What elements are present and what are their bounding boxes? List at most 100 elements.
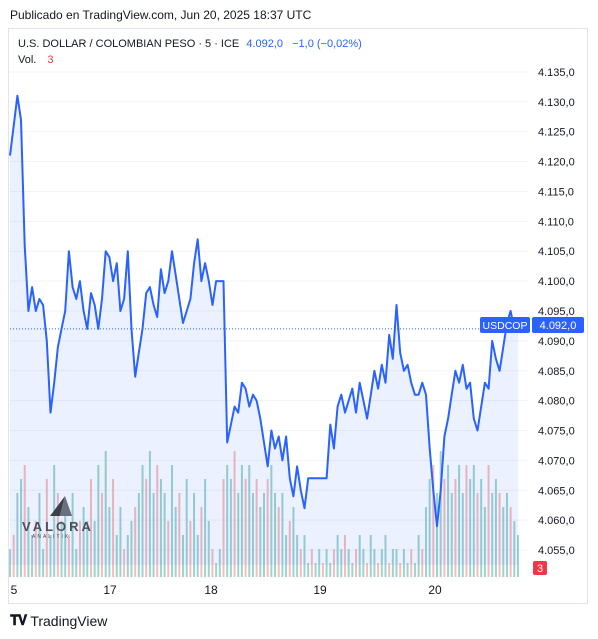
volume-bar xyxy=(450,493,453,577)
x-axis-labels: 5 17 18 19 20 xyxy=(11,583,442,597)
volume-bar xyxy=(318,549,321,577)
volume-bar xyxy=(314,563,317,577)
volume-bar xyxy=(104,451,107,577)
volume-bar xyxy=(332,549,335,577)
volume-bar xyxy=(439,451,442,577)
volume-bar xyxy=(145,479,148,577)
volume-bar xyxy=(266,479,269,577)
volume-bar xyxy=(469,479,472,577)
valora-logo-icon xyxy=(50,496,72,516)
volume-bar xyxy=(226,465,229,577)
y-axis-labels: 4.135,0 4.130,0 4.125,0 4.120,0 4.115,0 4.110… xyxy=(538,67,575,557)
volume-bar xyxy=(274,493,277,577)
y-tick-label: 4.110,0 xyxy=(538,216,574,228)
volume-label: Vol. xyxy=(18,54,37,66)
volume-bar xyxy=(436,493,439,577)
volume-bar xyxy=(472,465,475,577)
volume-bar xyxy=(64,507,67,577)
price-area-fill xyxy=(10,95,518,566)
current-price: 4.092,0 xyxy=(246,38,284,50)
volume-bar xyxy=(343,535,346,577)
volume-bar xyxy=(97,465,100,577)
x-tick-label: 20 xyxy=(428,583,442,597)
volume-bar xyxy=(399,563,402,577)
volume-bar xyxy=(207,521,210,577)
volume-bars xyxy=(9,451,519,577)
footer: 𝐓𝐕 TradingView xyxy=(10,612,107,629)
volume-bar xyxy=(67,535,70,577)
volume-bar xyxy=(285,535,288,577)
volume-bar xyxy=(178,493,181,577)
ticker-badge xyxy=(480,317,530,333)
volume-bar xyxy=(12,535,15,577)
volume-bar xyxy=(494,479,497,577)
volume-bar xyxy=(152,493,155,577)
volume-bar xyxy=(517,535,519,577)
volume-bar xyxy=(369,535,372,577)
volume-bar xyxy=(93,521,96,577)
volume-bar xyxy=(115,535,118,577)
volume-value: 3 xyxy=(47,54,54,66)
volume-bar xyxy=(288,521,291,577)
volume-bar xyxy=(277,507,280,577)
volume-bar xyxy=(406,563,409,577)
volume-bar xyxy=(299,549,302,577)
volume-bar xyxy=(325,549,328,577)
volume-bar xyxy=(358,535,361,577)
y-tick-label: 4.105,0 xyxy=(538,246,575,258)
volume-bar xyxy=(483,507,486,577)
y-tick-label: 4.065,0 xyxy=(538,485,575,497)
y-tick-label: 4.055,0 xyxy=(538,545,575,557)
volume-bar xyxy=(244,479,247,577)
x-tick-label: 19 xyxy=(313,583,327,597)
volume-bar xyxy=(355,549,358,577)
volume-bar xyxy=(233,451,236,577)
volume-bar xyxy=(428,479,431,577)
volume-bar xyxy=(432,465,435,577)
y-tick-label: 4.115,0 xyxy=(538,186,574,198)
volume-bar xyxy=(16,493,19,577)
x-tick-label: 17 xyxy=(103,583,117,597)
volume-bar xyxy=(78,521,81,577)
volume-bar xyxy=(373,549,376,577)
volume-bar xyxy=(321,563,324,577)
volume-bar xyxy=(45,479,48,577)
volume-bar xyxy=(174,507,177,577)
volume-bar xyxy=(60,521,63,577)
ticker-badge-label: USDCOP xyxy=(483,320,528,332)
volume-bar xyxy=(447,465,450,577)
volume-bar xyxy=(413,563,416,577)
volume-bar xyxy=(71,493,74,577)
published-caption: Publicado en TradingView.com, Jun 20, 20… xyxy=(10,8,312,22)
volume-bar xyxy=(189,521,192,577)
volume-bar xyxy=(240,465,243,577)
footer-brand: TradingView xyxy=(30,612,108,629)
volume-bar xyxy=(410,549,413,577)
volume-bar xyxy=(476,493,479,577)
volume-bar xyxy=(505,493,508,577)
x-tick-label: 18 xyxy=(204,583,218,597)
volume-badge xyxy=(533,561,547,575)
price-badge xyxy=(532,317,584,333)
volume-bar xyxy=(270,465,273,577)
volume-bar xyxy=(215,563,218,577)
y-tick-label: 4.120,0 xyxy=(538,157,575,169)
volume-bar xyxy=(123,549,126,577)
price-badge-label: 4.092,0 xyxy=(540,320,577,332)
volume-badge-label: 3 xyxy=(537,563,543,575)
volume-bar xyxy=(296,535,299,577)
volume-bar xyxy=(193,493,196,577)
volume-bar xyxy=(366,563,369,577)
chart-legend: U.S. DOLLAR / COLOMBIAN PESO · 5 · ICE 4… xyxy=(18,36,362,68)
y-tick-label: 4.090,0 xyxy=(538,336,575,348)
volume-bar xyxy=(53,465,56,577)
volume-bar xyxy=(421,549,424,577)
volume-bar xyxy=(182,535,185,577)
volume-bar xyxy=(31,535,34,577)
volume-bar xyxy=(159,479,162,577)
volume-bar xyxy=(480,479,483,577)
chart-frame xyxy=(8,28,588,604)
y-tick-label: 4.070,0 xyxy=(538,455,575,467)
volume-bar xyxy=(461,493,464,577)
